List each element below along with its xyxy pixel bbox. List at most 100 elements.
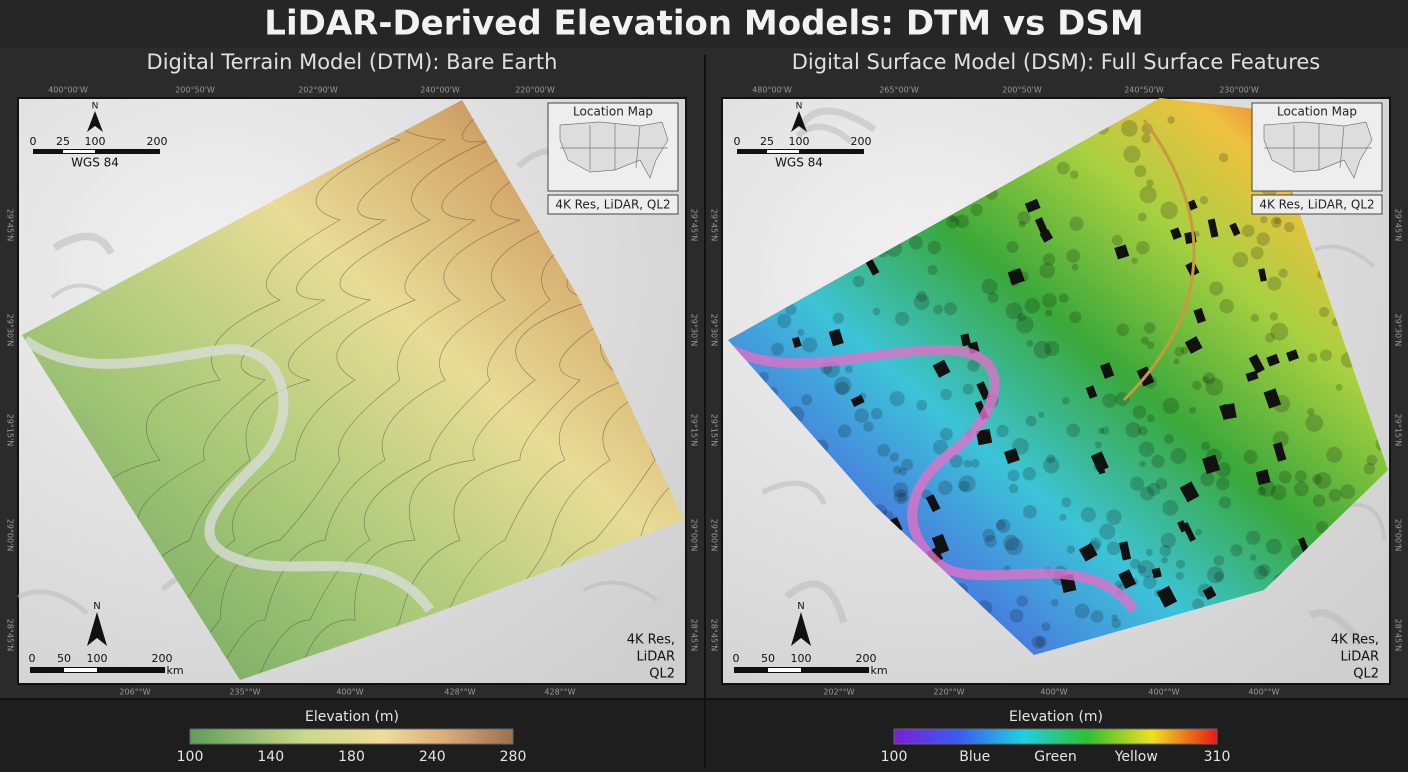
tree [1192, 380, 1202, 391]
hillshade [1308, 609, 1364, 646]
road [1122, 119, 1196, 402]
hillshade [784, 580, 848, 624]
tree [833, 376, 852, 395]
coord-label: 240°00'W [420, 86, 460, 95]
tree [916, 399, 928, 411]
hillshade [796, 107, 877, 133]
corner-note: QL2 [649, 667, 675, 682]
coord-label: 200°50'W [175, 86, 215, 95]
tree [1003, 534, 1020, 551]
coord-label: 206°°W [119, 688, 150, 697]
hillshade [795, 123, 854, 145]
hillshade [52, 232, 115, 256]
tree [893, 489, 909, 505]
tree [1138, 565, 1147, 574]
tree [1139, 460, 1146, 468]
scale-label: 50 [57, 652, 71, 665]
building [1114, 244, 1130, 260]
tree [1099, 523, 1116, 540]
tree [898, 467, 907, 476]
north-arrow [791, 612, 811, 646]
tree [1115, 392, 1130, 407]
north-arrow [791, 111, 807, 132]
tree [1026, 340, 1034, 347]
scale-label: 200 [152, 652, 173, 665]
tree [913, 294, 930, 310]
tree [1241, 224, 1255, 238]
tree [863, 421, 874, 432]
tree [1059, 513, 1067, 521]
tree [970, 203, 983, 216]
tree [1250, 554, 1257, 561]
tree [1258, 563, 1271, 577]
tree [1071, 263, 1079, 271]
legend-label: 310 [1204, 749, 1231, 765]
coord-label: 29°30'N [690, 314, 699, 347]
scale-bar [64, 668, 97, 672]
tree [1230, 544, 1243, 557]
legend-label: Blue [959, 749, 990, 765]
tree [1311, 473, 1323, 485]
tree [797, 329, 805, 336]
tree [1041, 622, 1051, 632]
coord-label: 29°45'N [690, 209, 699, 242]
tree [1106, 509, 1122, 525]
building [1085, 385, 1098, 399]
building [1258, 268, 1267, 282]
inset-caption: 4K Res, LiDAR, QL2 [555, 198, 670, 212]
tree [916, 290, 928, 302]
building [1286, 349, 1299, 362]
tree [949, 454, 963, 468]
inset-title: Location Map [573, 105, 653, 119]
coord-label: 265°00'W [879, 86, 919, 95]
scale-bar [767, 150, 799, 153]
tree [1270, 484, 1287, 500]
tree [1139, 186, 1157, 204]
tree [927, 240, 942, 255]
coord-label: 29°15'N [690, 414, 699, 447]
building [1003, 448, 1020, 465]
building [1179, 481, 1200, 503]
building [931, 533, 950, 555]
scale-bar [30, 667, 165, 673]
tree [1035, 636, 1047, 648]
tree [1120, 120, 1138, 137]
tree [1005, 302, 1023, 320]
tree [1005, 537, 1023, 556]
tree [1175, 571, 1184, 580]
building [976, 381, 991, 401]
tree [1218, 152, 1229, 163]
tree [872, 307, 881, 316]
hillshade [1314, 244, 1376, 268]
tree [1042, 253, 1056, 266]
tree [1256, 232, 1270, 246]
tree [909, 235, 923, 250]
tree [1074, 603, 1090, 619]
tree [958, 480, 970, 492]
tree [1219, 496, 1232, 509]
tree [1125, 422, 1141, 438]
tree [877, 443, 891, 457]
tree [1213, 571, 1225, 582]
tree [871, 407, 883, 420]
scale-unit: km [166, 664, 183, 677]
building [1263, 388, 1282, 409]
building [1007, 268, 1025, 286]
tree [1069, 170, 1079, 179]
tree [1216, 462, 1231, 478]
tree [1009, 608, 1024, 623]
panel-subtitle: Digital Terrain Model (DTM): Bare Earth [147, 50, 558, 74]
hillshade [582, 580, 659, 602]
tree [1007, 469, 1020, 482]
coord-label: 29°45'N [1394, 209, 1403, 242]
tree [932, 439, 949, 455]
tree [981, 278, 998, 295]
tree [1008, 483, 1019, 494]
river [729, 344, 1139, 614]
scale-label: 0 [29, 652, 36, 665]
legend-label: 140 [257, 749, 284, 765]
tree [1132, 405, 1147, 419]
coord-label: 29°45'N [6, 209, 15, 242]
tree [1058, 293, 1069, 304]
inset-caption-box [1251, 194, 1383, 215]
